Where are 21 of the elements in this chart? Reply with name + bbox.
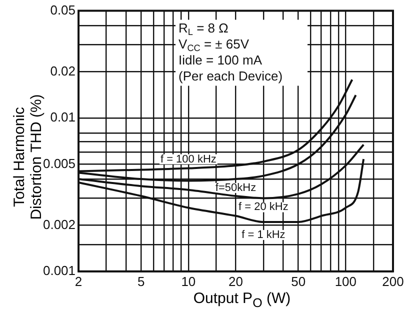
y-tick-label: 0.05: [50, 2, 76, 18]
series-label: f = 100 kHz: [160, 153, 216, 166]
x-tick-label: 10: [181, 274, 196, 289]
y-tick-label: 0.005: [42, 156, 76, 171]
series-label: f=50kHz: [215, 182, 256, 194]
x-tick-label: 2: [74, 274, 82, 289]
x-tick-label: 200: [382, 274, 404, 289]
x-axis-title: Output P$_{O}$ (W): [192, 290, 292, 310]
annotation: (Per each Device): [178, 68, 283, 84]
y-tick-label: 0.001: [42, 262, 76, 278]
x-tick-label: 20: [228, 274, 243, 289]
y-tick-label: 0.02: [50, 63, 76, 78]
series-label: f = 20 kHz: [238, 201, 288, 214]
y-tick-label: 0.01: [50, 110, 76, 125]
y-tick-label: 0.002: [42, 216, 76, 232]
series-label: f = 1 kHz: [242, 229, 286, 242]
x-tick-label: 50: [291, 274, 306, 289]
x-tick-label: 100: [334, 274, 357, 289]
y-axis-title: Total Harmonic Distortion THD (%): [11, 93, 45, 220]
x-tick-label: 5: [137, 274, 145, 289]
annotation: Iidle = 100 mA: [178, 52, 262, 68]
